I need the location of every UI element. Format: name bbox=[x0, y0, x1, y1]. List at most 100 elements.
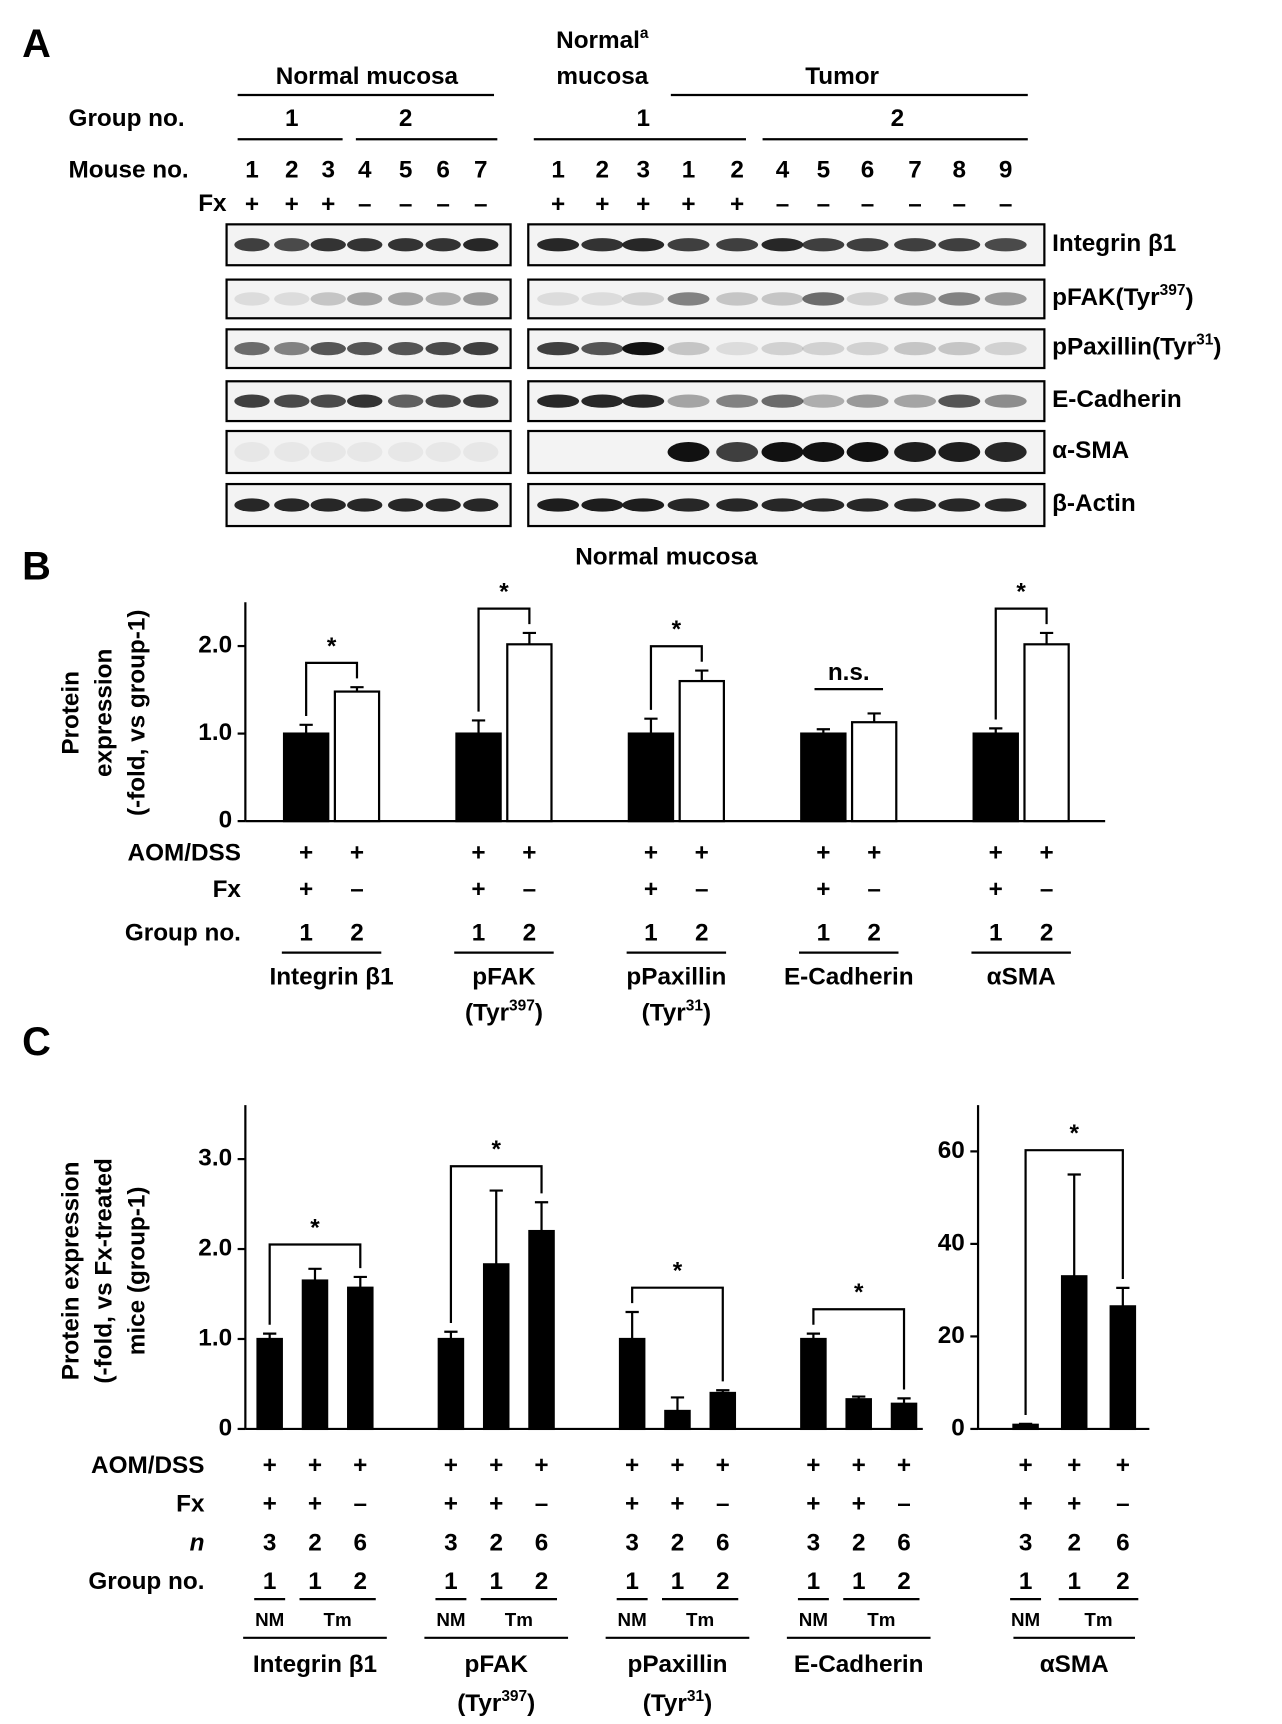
blot-band bbox=[387, 498, 424, 512]
bar bbox=[890, 1402, 918, 1431]
blot-band bbox=[716, 342, 759, 356]
error-bar bbox=[852, 1395, 866, 1400]
protein-label-part: ) bbox=[1185, 284, 1193, 311]
blot-band bbox=[938, 238, 981, 252]
condition-value: 6 bbox=[897, 1529, 911, 1556]
condition-value: + bbox=[263, 1452, 277, 1479]
blot-band bbox=[894, 394, 937, 408]
y-tick-label: 0 bbox=[219, 807, 233, 834]
blot-band bbox=[846, 342, 889, 356]
condition-value: 2 bbox=[897, 1568, 911, 1595]
bar bbox=[618, 1337, 646, 1431]
blot-band bbox=[761, 498, 804, 512]
condition-value: 2 bbox=[1116, 1568, 1130, 1595]
subgroup-label: NM bbox=[618, 1609, 647, 1630]
condition-value: + bbox=[1018, 1452, 1032, 1479]
significance-bracket bbox=[631, 1286, 724, 1382]
condition-value: 6 bbox=[535, 1529, 549, 1556]
error-bar bbox=[1116, 1286, 1130, 1307]
y-axis-label: mice (group-1) bbox=[124, 1187, 151, 1356]
condition-value: 2 bbox=[867, 919, 881, 946]
blot-band bbox=[537, 292, 580, 306]
fx-symbol: – bbox=[861, 191, 875, 218]
blot-band bbox=[894, 442, 937, 462]
blot-band bbox=[984, 442, 1027, 462]
x-tick-sublabel: (Tyr397) bbox=[457, 1688, 535, 1718]
x-tick-label: pPaxillin bbox=[628, 1651, 728, 1678]
row-label: Group no. bbox=[69, 105, 185, 132]
condition-value: + bbox=[263, 1491, 277, 1518]
condition-value: 1 bbox=[807, 1568, 821, 1595]
chart-title: Normal mucosa bbox=[575, 544, 758, 571]
condition-value: 3 bbox=[625, 1529, 639, 1556]
condition-value: + bbox=[522, 840, 536, 867]
error-bar bbox=[489, 1189, 503, 1265]
panel-label: A bbox=[22, 22, 51, 66]
condition-value: + bbox=[1018, 1491, 1032, 1518]
blot-band bbox=[581, 342, 624, 356]
y-tick-label: 2.0 bbox=[198, 1234, 232, 1261]
condition-value: 2 bbox=[1067, 1529, 1081, 1556]
blot-band bbox=[938, 292, 981, 306]
condition-value: + bbox=[1067, 1452, 1081, 1479]
x-tick-sublabel: (Tyr31) bbox=[643, 1688, 712, 1718]
blot-band bbox=[667, 442, 710, 462]
subgroup-label: NM bbox=[255, 1609, 284, 1630]
blot-band bbox=[622, 342, 665, 356]
condition-value: 2 bbox=[489, 1529, 503, 1556]
fx-symbol: – bbox=[999, 191, 1013, 218]
bar bbox=[1109, 1305, 1137, 1431]
blot-band bbox=[310, 394, 346, 408]
condition-value: 6 bbox=[716, 1529, 730, 1556]
blot-band bbox=[938, 442, 981, 462]
blot-band bbox=[846, 394, 889, 408]
condition-value: – bbox=[716, 1491, 730, 1518]
subgroup-label: Tm bbox=[324, 1609, 352, 1630]
y-tick-label: 1.0 bbox=[198, 719, 232, 746]
condition-value: 1 bbox=[817, 919, 831, 946]
blot-band bbox=[463, 442, 499, 462]
blot-band bbox=[425, 498, 461, 512]
condition-value: + bbox=[299, 840, 313, 867]
blot-band bbox=[622, 394, 665, 408]
condition-value: – bbox=[523, 876, 537, 903]
protein-label: E-Cadherin bbox=[1052, 387, 1182, 414]
row-label: Fx bbox=[198, 190, 227, 217]
blot-box bbox=[225, 278, 512, 320]
fx-symbol: – bbox=[436, 191, 450, 218]
condition-value: 3 bbox=[1019, 1529, 1033, 1556]
significance-label: * bbox=[491, 1136, 501, 1163]
blot-band bbox=[234, 238, 270, 252]
significance-label: * bbox=[854, 1279, 864, 1306]
panel-label: C bbox=[22, 1020, 51, 1064]
blot-band bbox=[716, 498, 759, 512]
blot-band bbox=[894, 342, 937, 356]
blot-header-part: Normal bbox=[556, 27, 640, 54]
blot-band bbox=[463, 342, 499, 356]
x-tick-sublabel-part: ) bbox=[704, 1691, 712, 1718]
condition-value: + bbox=[644, 840, 658, 867]
error-bar bbox=[897, 1397, 911, 1404]
blot-band bbox=[274, 498, 310, 512]
x-tick-sublabel-part: ) bbox=[535, 1000, 543, 1027]
blot-band bbox=[234, 394, 270, 408]
fx-symbol: – bbox=[358, 191, 372, 218]
condition-label: n bbox=[190, 1529, 205, 1556]
blot-band bbox=[984, 498, 1027, 512]
bar bbox=[301, 1279, 329, 1431]
condition-value: + bbox=[471, 840, 485, 867]
blot-band bbox=[716, 292, 759, 306]
blot-band bbox=[667, 394, 710, 408]
condition-value: + bbox=[816, 876, 830, 903]
bar bbox=[972, 732, 1019, 823]
blot-band bbox=[802, 442, 845, 462]
fx-symbol: + bbox=[245, 191, 259, 218]
bar bbox=[627, 732, 675, 823]
condition-value: + bbox=[299, 876, 313, 903]
blot-band bbox=[761, 342, 804, 356]
blot-band bbox=[984, 292, 1027, 306]
x-tick-sublabel-part: (Tyr bbox=[465, 1000, 510, 1027]
condition-value: + bbox=[471, 876, 485, 903]
subgroup-label: Tm bbox=[1084, 1609, 1112, 1630]
x-tick-sublabel-part: 397 bbox=[501, 1688, 527, 1705]
